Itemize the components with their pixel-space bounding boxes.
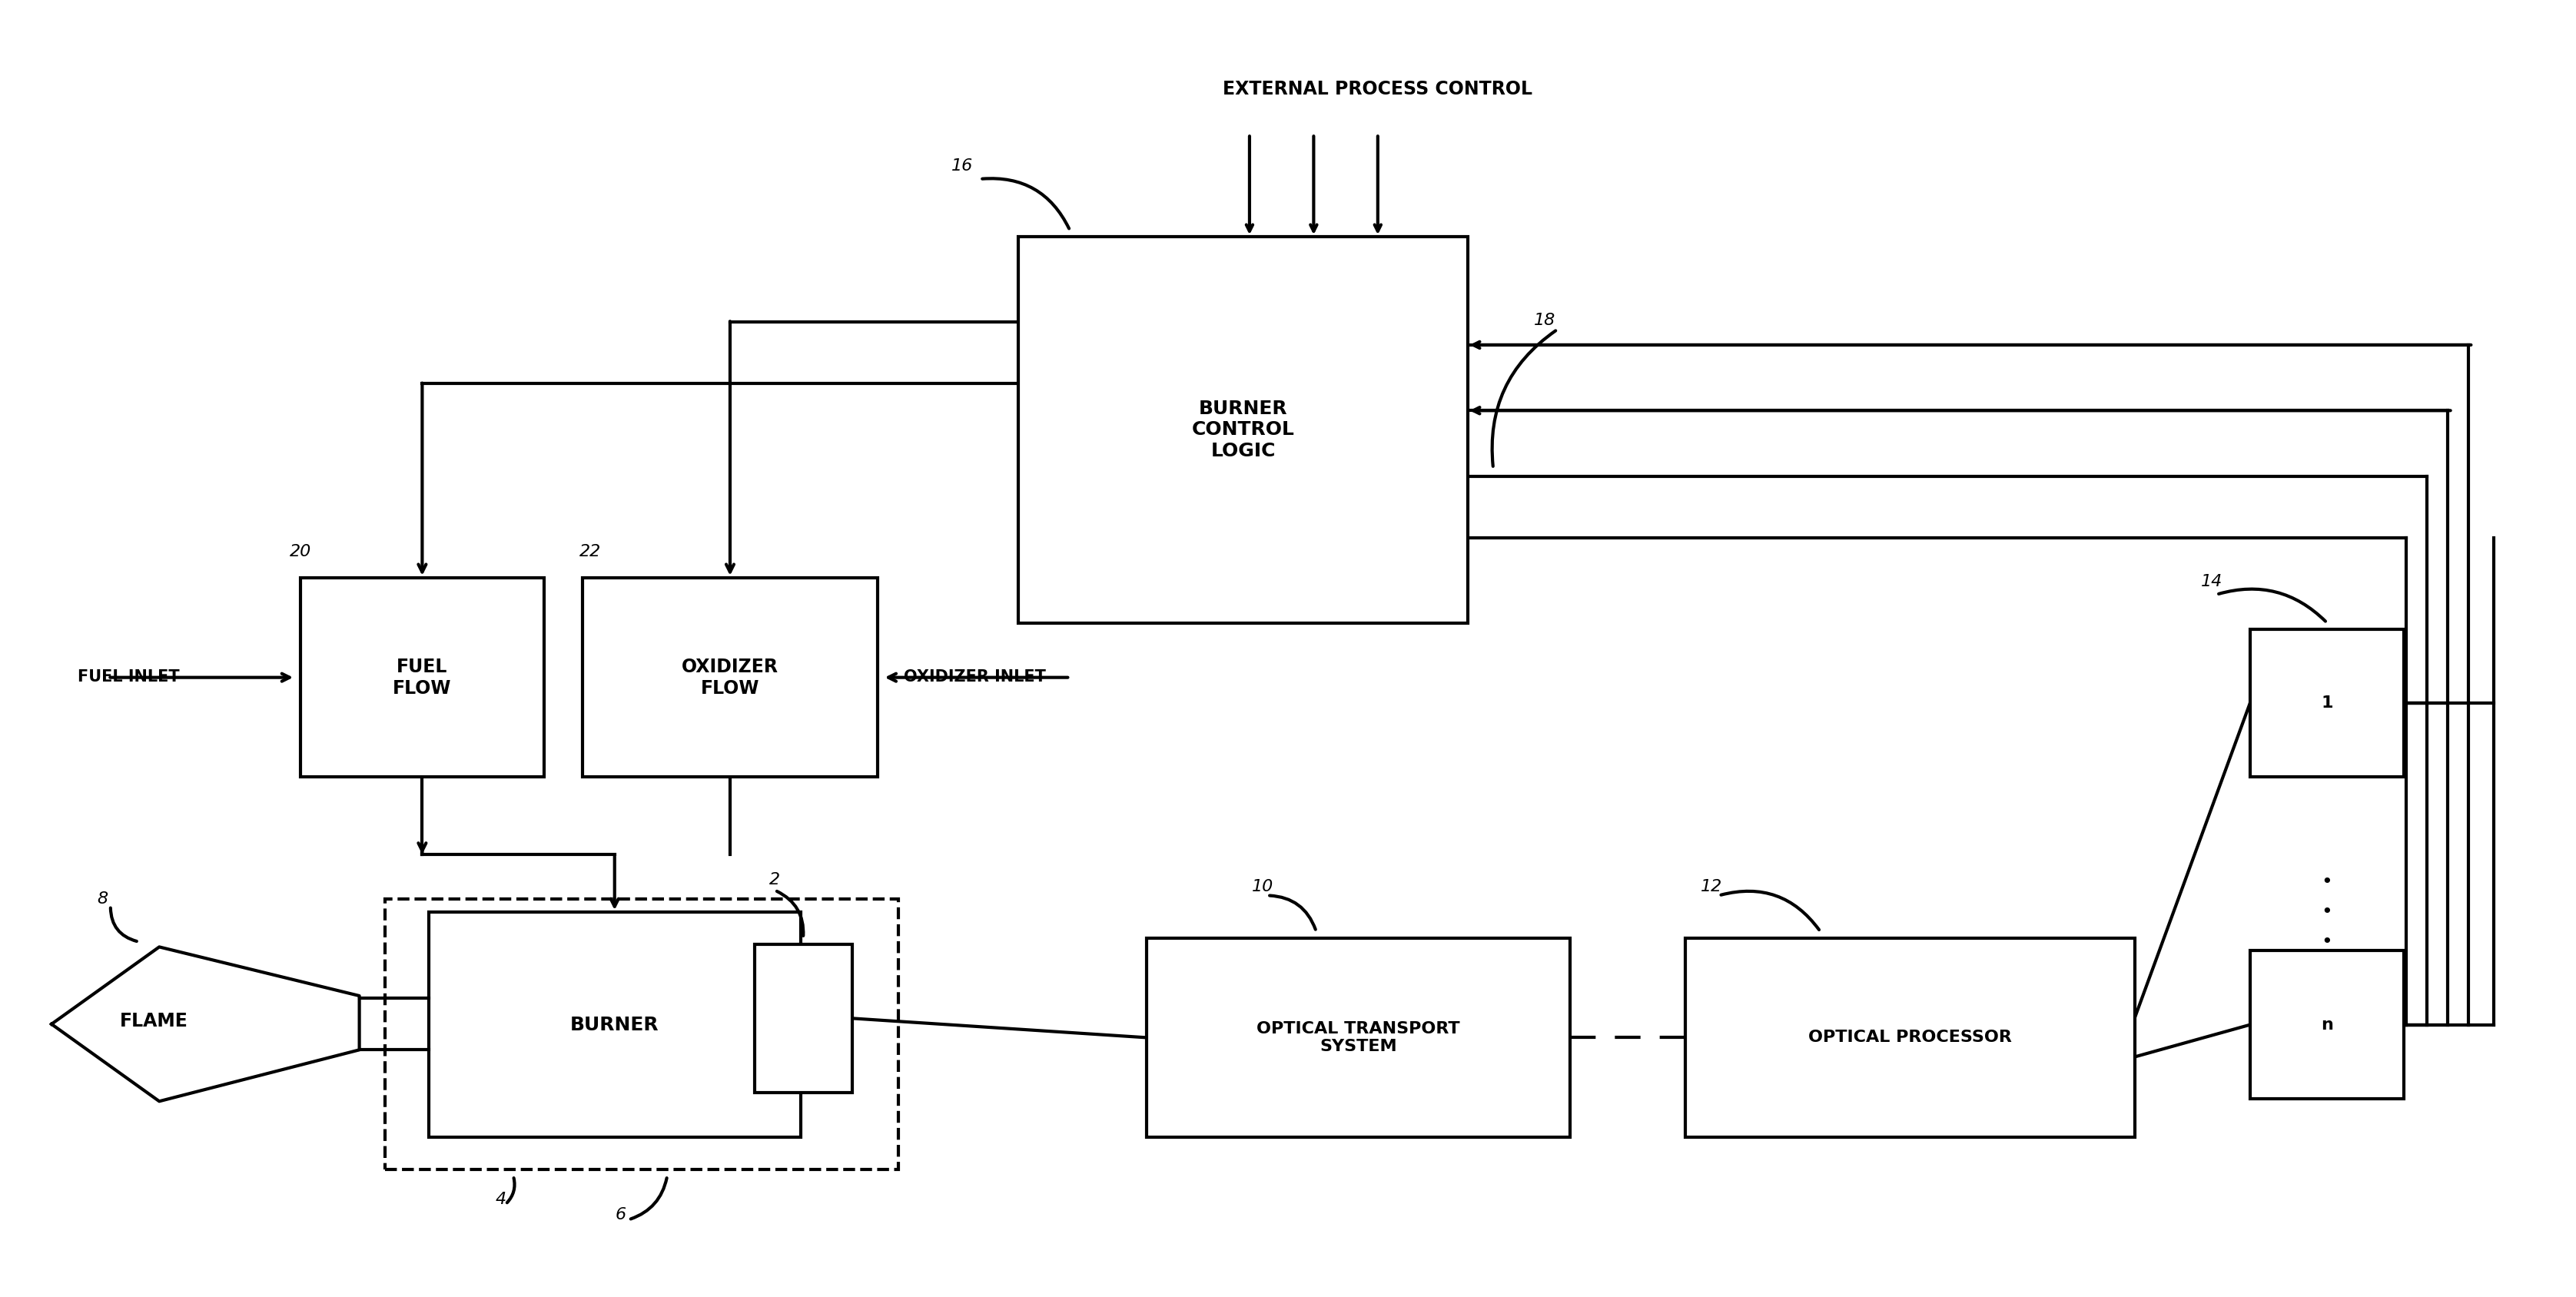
Text: BURNER: BURNER [569,1016,659,1034]
Text: OXIDIZER
FLOW: OXIDIZER FLOW [683,658,778,698]
Bar [1685,938,2136,1137]
Text: 22: 22 [580,545,600,560]
Text: •
•
•: • • • [2321,873,2334,952]
Text: 20: 20 [289,545,312,560]
Text: 6: 6 [616,1206,626,1222]
Bar [582,577,878,777]
Text: EXTERNAL PROCESS CONTROL: EXTERNAL PROCESS CONTROL [1224,79,1533,99]
Text: FLAME: FLAME [121,1013,188,1031]
Text: 8: 8 [98,891,108,907]
Text: 2: 2 [770,873,781,887]
Text: BURNER
CONTROL
LOGIC: BURNER CONTROL LOGIC [1193,399,1296,460]
Text: n: n [2321,1017,2334,1032]
Text: OPTICAL PROCESSOR: OPTICAL PROCESSOR [1808,1030,2012,1045]
Text: 16: 16 [951,158,974,174]
Text: 4: 4 [495,1192,505,1206]
Text: 10: 10 [1252,879,1273,894]
Bar [2249,951,2403,1099]
Bar [384,899,899,1170]
Bar [1018,237,1468,623]
Bar [755,944,853,1092]
Text: 18: 18 [1533,313,1556,328]
Text: FUEL
FLOW: FUEL FLOW [394,658,451,698]
Text: OPTICAL TRANSPORT
SYSTEM: OPTICAL TRANSPORT SYSTEM [1257,1021,1461,1054]
Text: 1: 1 [2321,695,2334,711]
Text: 12: 12 [1700,879,1723,894]
Text: 14: 14 [2200,575,2223,589]
Bar [1146,938,1571,1137]
Bar [2249,629,2403,777]
Bar [301,577,544,777]
Bar [428,912,801,1137]
Text: FUEL INLET: FUEL INLET [77,669,180,685]
Text: OXIDIZER INLET: OXIDIZER INLET [904,669,1046,685]
